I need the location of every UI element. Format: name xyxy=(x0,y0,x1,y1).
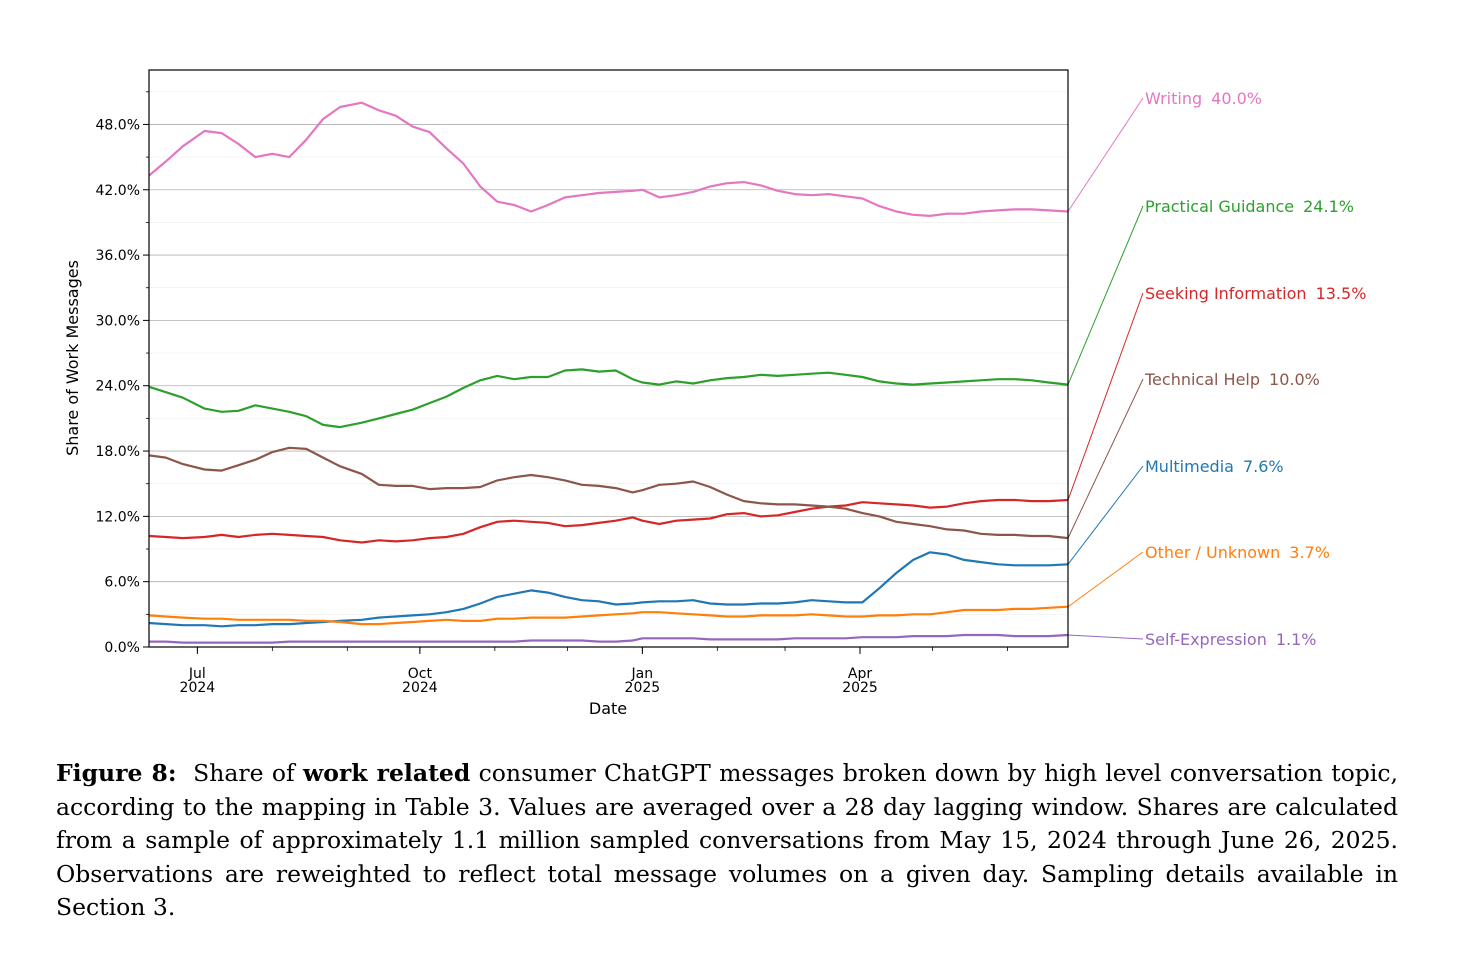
x-tick-month: Jul xyxy=(188,666,206,682)
x-tick-month: Oct xyxy=(408,666,433,682)
x-tick-year: 2024 xyxy=(180,680,216,696)
figure-caption-emphasis: work related xyxy=(303,759,471,787)
callout-label-seeking-information: Seeking Information 13.5% xyxy=(1145,284,1366,303)
callout-series-value: 3.7% xyxy=(1289,543,1330,562)
callout-label-multimedia: Multimedia 7.6% xyxy=(1145,457,1284,476)
x-axis-label: Date xyxy=(589,699,627,718)
callout-leader-practical-guidance xyxy=(1067,205,1144,385)
callout-label-other-unknown: Other / Unknown 3.7% xyxy=(1145,543,1330,562)
series-line-other-unknown xyxy=(148,605,1069,626)
figure-caption: Figure 8: Share of work related consumer… xyxy=(56,757,1398,925)
plot-frame xyxy=(148,69,1069,648)
figure-caption-label: Figure 8: xyxy=(56,759,177,787)
callout-series-name: Writing xyxy=(1145,89,1202,108)
callout-series-value: 1.1% xyxy=(1276,630,1317,649)
y-tick-label: 24.0% xyxy=(96,379,140,395)
line-chart: 0.0% 6.0% 12.0% 18.0% 24.0% 30.0% 36.0% 42.0% 48… xyxy=(63,69,1366,718)
y-tick-label: 42.0% xyxy=(96,183,140,199)
series-line-self-expression xyxy=(149,633,1069,644)
callout-series-value: 40.0% xyxy=(1211,89,1262,108)
x-tick-month: Apr xyxy=(848,666,872,682)
callout-series-name: Multimedia xyxy=(1145,457,1234,476)
y-tick-label: 36.0% xyxy=(96,248,140,264)
x-tick-year: 2024 xyxy=(402,680,438,696)
figure-caption-pre: Share of xyxy=(193,759,295,787)
figure-caption-rest: consumer ChatGPT messages broken down by… xyxy=(56,759,1398,921)
x-tick-year: 2025 xyxy=(625,680,661,696)
y-tick-label: 48.0% xyxy=(96,117,140,133)
callout-leader-self-expression xyxy=(1067,634,1144,640)
callout-leader-multimedia xyxy=(1067,465,1144,565)
x-tick-year: 2025 xyxy=(842,680,878,696)
y-tick-label: 30.0% xyxy=(96,313,140,329)
callout-label-practical-guidance: Practical Guidance 24.1% xyxy=(1145,197,1354,216)
series-line-multimedia xyxy=(148,551,1069,628)
callout-series-value: 13.5% xyxy=(1316,284,1367,303)
callout-series-name: Practical Guidance xyxy=(1145,197,1294,216)
callout-label-technical-help: Technical Help 10.0% xyxy=(1144,370,1320,389)
callout-series-name: Other / Unknown xyxy=(1145,543,1280,562)
callout-label-self-expression: Self-Expression 1.1% xyxy=(1145,630,1316,649)
series-callouts: Writing 40.0% Practical Guidance 24.1% Seeki… xyxy=(1067,89,1366,649)
callout-series-name: Seeking Information xyxy=(1145,284,1307,303)
y-tick-label: 0.0% xyxy=(104,640,140,656)
callout-label-writing: Writing 40.0% xyxy=(1145,89,1262,108)
series-line-practical-guidance xyxy=(148,368,1069,429)
callout-series-value: 7.6% xyxy=(1243,457,1284,476)
callout-series-name: Self-Expression xyxy=(1145,630,1267,649)
series-line-seeking-information xyxy=(148,498,1069,544)
series-lines xyxy=(148,101,1069,644)
callout-leader-writing xyxy=(1067,97,1144,212)
series-line-technical-help xyxy=(148,446,1069,540)
y-tick-label: 6.0% xyxy=(104,575,140,591)
gridlines xyxy=(149,91,1068,648)
y-tick-label: 12.0% xyxy=(96,509,140,525)
callout-series-name: Technical Help xyxy=(1144,370,1260,389)
callout-leader-other-unknown xyxy=(1067,551,1144,608)
y-axis-ticks: 0.0% 6.0% 12.0% 18.0% 24.0% 30.0% 36.0% 42.0% 48… xyxy=(96,91,149,656)
series-line-writing xyxy=(148,101,1069,217)
x-tick-month: Jan xyxy=(631,666,654,682)
callout-leader-technical-help xyxy=(1067,378,1144,539)
y-axis-label: Share of Work Messages xyxy=(63,260,82,456)
callout-leader-seeking-information xyxy=(1067,292,1144,501)
callout-series-value: 24.1% xyxy=(1303,197,1354,216)
y-tick-label: 18.0% xyxy=(96,444,140,460)
callout-series-value: 10.0% xyxy=(1269,370,1320,389)
